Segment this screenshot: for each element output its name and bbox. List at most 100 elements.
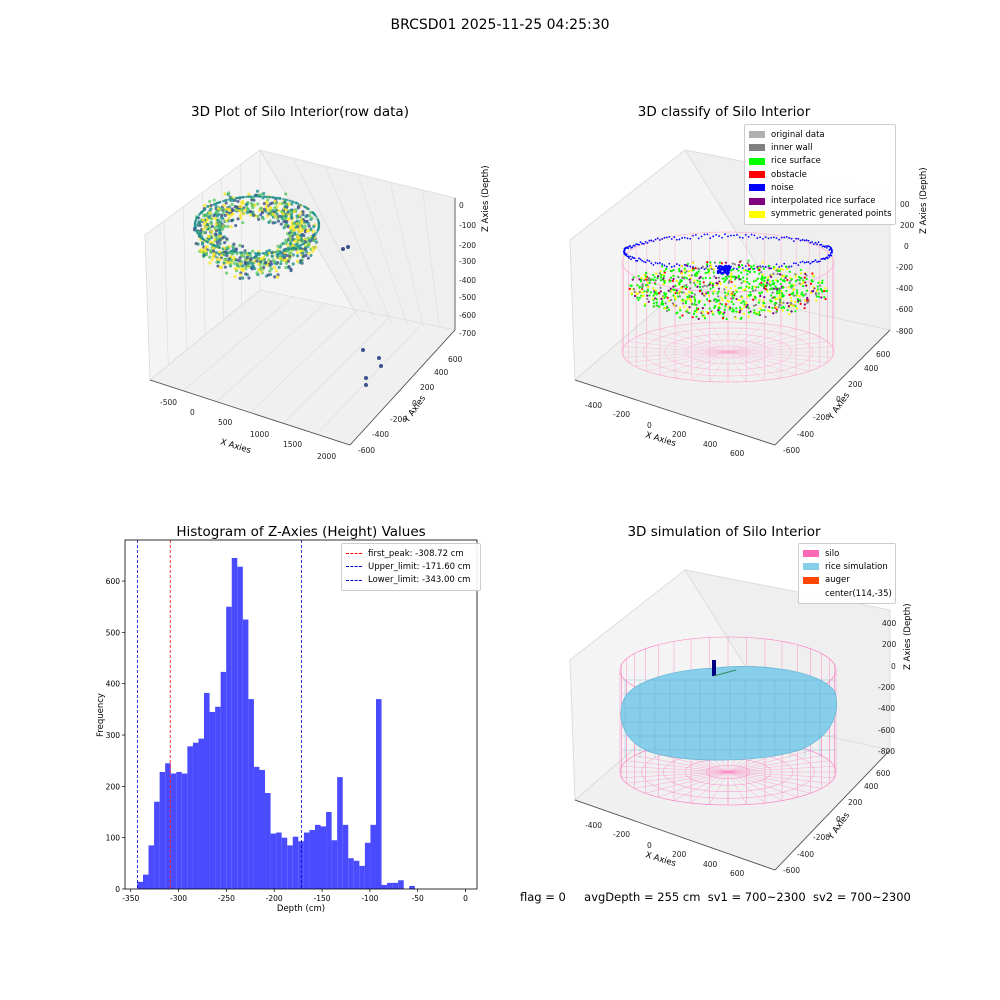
classified-point (725, 317, 728, 321)
classified-point (723, 280, 726, 283)
classified-point (816, 285, 819, 288)
noise-point (733, 234, 735, 237)
classified-point (727, 290, 730, 293)
raw-point (284, 265, 288, 270)
classified-point (770, 275, 773, 279)
classify-y-tick: -600 (783, 446, 800, 455)
classified-point (731, 262, 734, 265)
raw-point (257, 262, 261, 266)
raw-point (295, 259, 300, 264)
classified-point (815, 299, 818, 302)
legend-item: rice simulation (803, 560, 891, 573)
classified-point (637, 298, 640, 302)
raw-point (284, 238, 288, 242)
classified-point (678, 283, 681, 286)
classified-point (769, 284, 772, 287)
noise-point (635, 259, 637, 262)
classified-point (762, 285, 765, 288)
raw-point (208, 261, 212, 265)
raw-point (314, 240, 319, 244)
histogram-bar (220, 671, 227, 889)
classified-point (786, 302, 789, 305)
raw-point (307, 243, 311, 247)
classified-point (686, 295, 689, 299)
classified-point (666, 309, 669, 313)
histogram-bar (270, 833, 277, 889)
noise-point (820, 243, 823, 246)
raw-point (312, 235, 315, 238)
classified-point (661, 265, 664, 268)
raw-point (300, 229, 304, 233)
classified-point (793, 294, 796, 297)
raw-point (222, 224, 227, 228)
classify-plot: -400 -200 0 200 400 600 X Axies -600 -40… (569, 149, 929, 458)
classified-point (724, 305, 727, 308)
raw-point (250, 261, 254, 265)
classified-point (631, 278, 634, 281)
classified-point (768, 264, 771, 267)
classified-point (678, 295, 681, 298)
classified-point (748, 267, 751, 271)
raw-point (272, 265, 277, 269)
classified-point (660, 297, 663, 300)
classified-point (679, 309, 682, 312)
raw-point (199, 211, 203, 214)
raw-point (260, 257, 264, 261)
noise-cluster-point (720, 265, 724, 269)
classified-point (660, 276, 663, 279)
histogram-frame (124, 539, 478, 890)
classified-point (750, 266, 753, 269)
classified-point (705, 285, 708, 288)
raw-point (232, 261, 236, 265)
noise-point (652, 240, 655, 243)
classified-point (794, 276, 797, 279)
classified-point (725, 277, 728, 280)
raw-point (269, 195, 272, 199)
raw-point (251, 249, 255, 253)
classified-point (753, 309, 756, 312)
classified-point (788, 270, 791, 273)
classified-point (693, 310, 696, 313)
silo-floor-spoke (621, 771, 729, 778)
silo-floor-spoke (727, 771, 811, 794)
classified-point (681, 298, 684, 301)
classified-point (644, 284, 648, 287)
raw-point (220, 213, 224, 217)
raw-point (312, 224, 316, 229)
classified-point (797, 275, 801, 279)
classified-point (740, 271, 743, 274)
classified-point (652, 287, 655, 290)
raw-point (296, 254, 300, 258)
legend-label: rice simulation (825, 561, 888, 572)
classified-point (691, 316, 694, 319)
noise-cluster-point (728, 266, 732, 270)
classified-point (763, 277, 766, 280)
raw-point (295, 234, 299, 238)
raw-point (273, 206, 277, 210)
classified-point (805, 284, 808, 287)
classified-point (759, 294, 762, 298)
classified-point (710, 267, 713, 271)
classified-point (695, 307, 698, 310)
raw-point (245, 256, 250, 260)
classified-point (766, 281, 769, 284)
raw-point (289, 269, 293, 273)
raw-point (264, 195, 267, 198)
classified-point (701, 292, 704, 295)
raw-point (249, 258, 253, 262)
classified-point (690, 269, 693, 272)
classified-point (673, 288, 676, 291)
classified-point (681, 276, 684, 280)
simulation-x-tick: -400 (585, 821, 602, 830)
classified-point (682, 291, 685, 294)
classified-point (731, 307, 734, 310)
classified-point (773, 281, 776, 285)
raw-point (238, 243, 242, 248)
classified-point (693, 303, 696, 306)
classified-point (806, 296, 809, 299)
raw-point (244, 272, 248, 276)
raw-point (201, 237, 205, 241)
classified-point (734, 278, 737, 281)
raw-point (208, 255, 212, 259)
noise-point (831, 251, 833, 254)
